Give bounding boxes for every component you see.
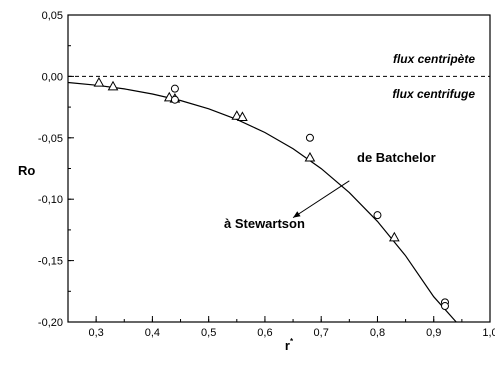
annotation-a-stewartson: à Stewartson — [224, 216, 305, 231]
x-tick-label: 0,6 — [257, 327, 272, 339]
x-tick-label: 0,8 — [370, 327, 385, 339]
triangle-point — [107, 80, 119, 91]
x-axis-label: r* — [285, 337, 294, 353]
annotation-flux-centripete: flux centripète — [393, 52, 475, 66]
fit-curve — [67, 81, 457, 323]
x-tick-label: 0,7 — [314, 327, 329, 339]
triangle-point — [388, 231, 400, 242]
triangle-point — [304, 151, 316, 162]
x-tick-label: 0,4 — [145, 327, 160, 339]
triangle-point — [93, 77, 105, 87]
y-tick-label: -0,15 — [38, 256, 63, 268]
x-tick-label: 1,0 — [482, 327, 495, 339]
arrow-head — [293, 211, 301, 218]
y-tick-label: -0,05 — [38, 133, 63, 145]
circle-point — [170, 84, 179, 93]
circle-point — [170, 95, 179, 104]
arrow-line — [292, 180, 350, 219]
y-tick-label: 0,00 — [42, 71, 63, 83]
y-tick-label: 0,05 — [42, 10, 63, 22]
annotation-flux-centrifuge: flux centrifuge — [392, 87, 475, 101]
circle-point — [440, 302, 449, 311]
x-tick-label: 0,9 — [426, 327, 441, 339]
y-tick-label: -0,20 — [38, 317, 63, 329]
circle-point — [373, 211, 382, 220]
annotation-de-batchelor: de Batchelor — [357, 150, 436, 165]
y-axis-label: Ro — [18, 163, 35, 178]
triangle-point — [231, 110, 243, 120]
circle-point — [305, 133, 314, 142]
triangle-point — [237, 111, 248, 122]
x-tick-label: 0,5 — [201, 327, 216, 339]
x-tick-label: 0,3 — [88, 327, 103, 339]
x-axis-label-superscript: * — [290, 337, 294, 346]
y-tick-label: -0,10 — [38, 194, 63, 206]
